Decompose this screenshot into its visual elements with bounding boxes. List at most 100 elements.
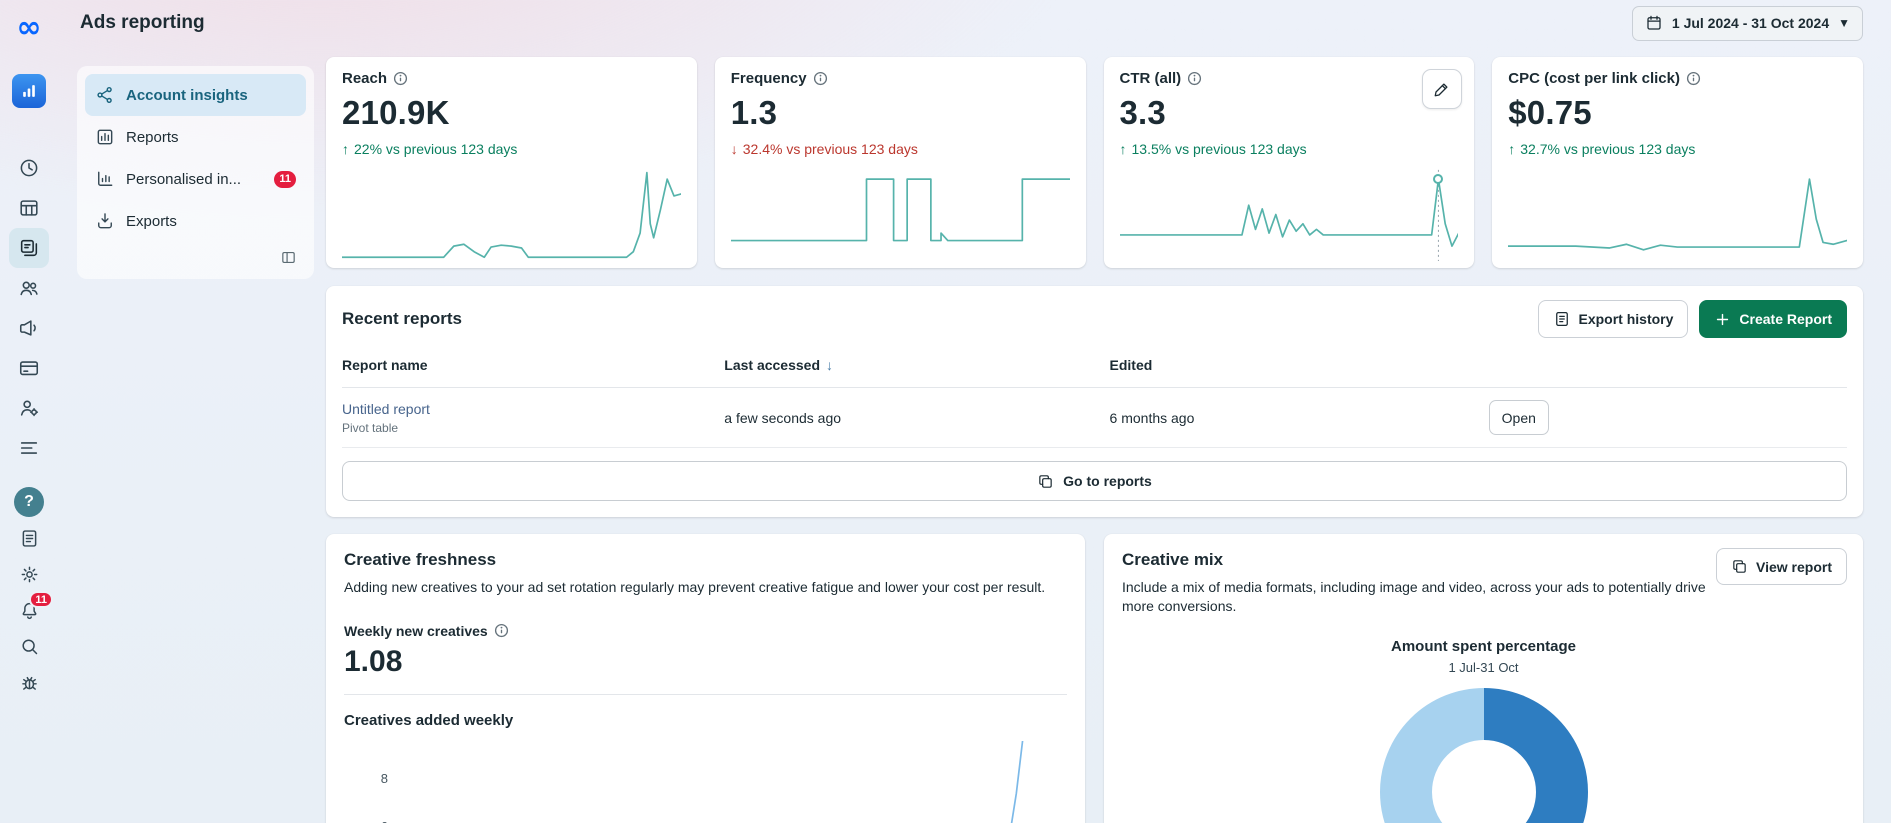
main-content: Reach 210.9K ↑ 22% vs previous 123 days … — [326, 57, 1863, 823]
notifications-bell-icon[interactable]: 11 — [9, 591, 53, 628]
creative-freshness-card: Creative freshness Adding new creatives … — [326, 534, 1085, 823]
view-report-label: View report — [1756, 558, 1832, 575]
pencil-icon — [1434, 83, 1448, 97]
metric-value: 3.3 — [1119, 94, 1166, 131]
bar-chart-icon — [23, 85, 35, 97]
metrics-row: Reach 210.9K ↑ 22% vs previous 123 days … — [326, 57, 1863, 268]
metric-delta: ↑ 22% vs previous 123 days — [342, 141, 681, 157]
collapse-sidebar-icon[interactable] — [277, 246, 300, 269]
reports-copy-icon — [1039, 474, 1052, 488]
date-range-label: 1 Jul 2024 - 31 Oct 2024 — [1671, 15, 1830, 31]
donut-chart-subtitle: 1 Jul-31 Oct — [1448, 659, 1519, 675]
report-last-accessed: a few seconds ago — [724, 409, 842, 426]
page-title: Ads reporting — [80, 12, 205, 33]
create-report-button[interactable]: Create Report — [1699, 300, 1847, 338]
creative-freshness-title: Creative freshness — [344, 550, 497, 569]
chevron-down-icon: ▼ — [1838, 16, 1850, 30]
exports-icon — [95, 211, 115, 231]
metric-card-ctr: CTR (all) 3.3 ↑ 13.5% vs previous 123 da… — [1103, 57, 1475, 268]
insights-panels-row: Creative freshness Adding new creatives … — [326, 534, 1863, 823]
y-axis-tick: 6 — [368, 819, 388, 823]
recent-reports-card: Recent reports Export history Create Rep… — [326, 286, 1863, 517]
metric-delta-text: 32.4% vs previous 123 days — [742, 141, 918, 157]
go-to-reports-button[interactable]: Go to reports — [342, 461, 1847, 501]
creative-mix-title: Creative mix — [1122, 550, 1224, 569]
sidebar-item-exports[interactable]: Exports — [85, 200, 306, 242]
weekly-new-creatives-value: 1.08 — [344, 644, 403, 678]
view-report-button[interactable]: View report — [1716, 548, 1847, 585]
calendar-icon — [1647, 15, 1661, 30]
cpc-sparkline — [1508, 168, 1847, 261]
info-icon[interactable] — [813, 71, 828, 86]
account-settings-icon[interactable] — [9, 388, 49, 428]
app-rail: ∞ ? — [0, 0, 58, 823]
ads-reporting-icon[interactable] — [9, 228, 49, 268]
report-name-link[interactable]: Untitled report — [342, 400, 430, 417]
info-icon[interactable] — [393, 71, 408, 86]
column-edited[interactable]: Edited — [1109, 356, 1153, 373]
column-report-name[interactable]: Report name — [342, 356, 428, 373]
meta-logo[interactable]: ∞ — [16, 10, 42, 45]
topbar: Ads reporting 1 Jul 2024 - 31 Oct 2024 ▼ — [58, 0, 1891, 46]
metric-card-cpc: CPC (cost per link click) $0.75 ↑ 32.7% … — [1492, 57, 1863, 268]
metric-card-frequency: Frequency 1.3 ↓ 32.4% vs previous 123 da… — [714, 57, 1086, 268]
performance-clock-icon[interactable] — [9, 148, 49, 188]
frequency-sparkline — [731, 168, 1070, 261]
column-last-accessed[interactable]: Last accessed ↓ — [724, 356, 833, 373]
audiences-icon[interactable] — [9, 268, 49, 308]
notification-badge: 11 — [29, 591, 53, 608]
reporting-sidebar: Account insights Reports Personalised in… — [77, 66, 314, 279]
sidebar-item-reports[interactable]: Reports — [85, 116, 306, 158]
info-icon[interactable] — [1187, 71, 1202, 86]
metric-label: Frequency — [730, 70, 807, 87]
sort-descending-icon: ↓ — [826, 356, 833, 373]
settings-gear-icon[interactable] — [9, 556, 49, 592]
trend-down-icon: ↓ — [730, 141, 738, 157]
report-bug-icon[interactable] — [9, 664, 49, 700]
ads-manager-app-icon[interactable] — [12, 74, 46, 108]
metric-label: Reach — [342, 70, 388, 87]
personalised-insights-badge: 11 — [274, 170, 296, 188]
sidebar-item-label: Account insights — [126, 86, 248, 104]
creatives-weekly-chart-title: Creatives added weekly — [344, 711, 514, 729]
docs-page-icon[interactable] — [9, 520, 49, 556]
sidebar-item-account-insights[interactable]: Account insights — [85, 74, 306, 116]
go-to-reports-label: Go to reports — [1063, 473, 1152, 489]
metric-delta: ↓ 32.4% vs previous 123 days — [731, 141, 1070, 157]
metric-value: $0.75 — [1508, 94, 1592, 131]
metric-label: CTR (all) — [1119, 70, 1182, 87]
creative-mix-description: Include a mix of media formats, includin… — [1122, 579, 1706, 614]
sidebar-item-personalised-insights[interactable]: Personalised in... 11 — [85, 158, 306, 200]
edit-metrics-button[interactable] — [1422, 69, 1463, 109]
metric-value: 1.3 — [730, 94, 778, 131]
amount-spent-donut — [1379, 687, 1589, 823]
promote-megaphone-icon[interactable] — [9, 308, 49, 348]
ctr-sparkline — [1120, 168, 1459, 261]
search-icon[interactable] — [9, 628, 49, 664]
creative-freshness-description: Adding new creatives to your ad set rota… — [344, 579, 1046, 595]
export-history-button[interactable]: Export history — [1537, 300, 1689, 338]
tables-icon[interactable] — [9, 188, 49, 228]
report-row: Untitled report Pivot table a few second… — [342, 388, 1847, 448]
recent-reports-title: Recent reports — [342, 309, 462, 328]
export-history-label: Export history — [1578, 311, 1674, 327]
sidebar-item-label: Personalised in... — [126, 170, 242, 188]
all-tools-icon[interactable] — [9, 428, 49, 468]
metric-delta-text: 22% vs previous 123 days — [354, 141, 518, 157]
date-range-picker[interactable]: 1 Jul 2024 - 31 Oct 2024 ▼ — [1631, 5, 1863, 41]
sidebar-item-label: Exports — [126, 212, 177, 230]
metric-value: 210.9K — [342, 94, 450, 131]
open-report-button[interactable]: Open — [1488, 400, 1549, 435]
metric-delta-text: 13.5% vs previous 123 days — [1131, 141, 1307, 157]
trend-up-icon: ↑ — [1508, 141, 1516, 157]
info-icon[interactable] — [1686, 71, 1701, 86]
metric-delta: ↑ 32.7% vs previous 123 days — [1508, 141, 1847, 157]
help-icon[interactable]: ? — [9, 484, 49, 520]
weekly-new-creatives-label: Weekly new creatives — [344, 622, 488, 639]
report-type: Pivot table — [342, 420, 399, 435]
billing-card-icon[interactable] — [9, 348, 49, 388]
personalised-insights-icon — [95, 169, 115, 189]
report-edited: 6 months ago — [1109, 409, 1195, 426]
export-history-icon — [1555, 311, 1568, 327]
info-icon[interactable] — [494, 623, 509, 638]
